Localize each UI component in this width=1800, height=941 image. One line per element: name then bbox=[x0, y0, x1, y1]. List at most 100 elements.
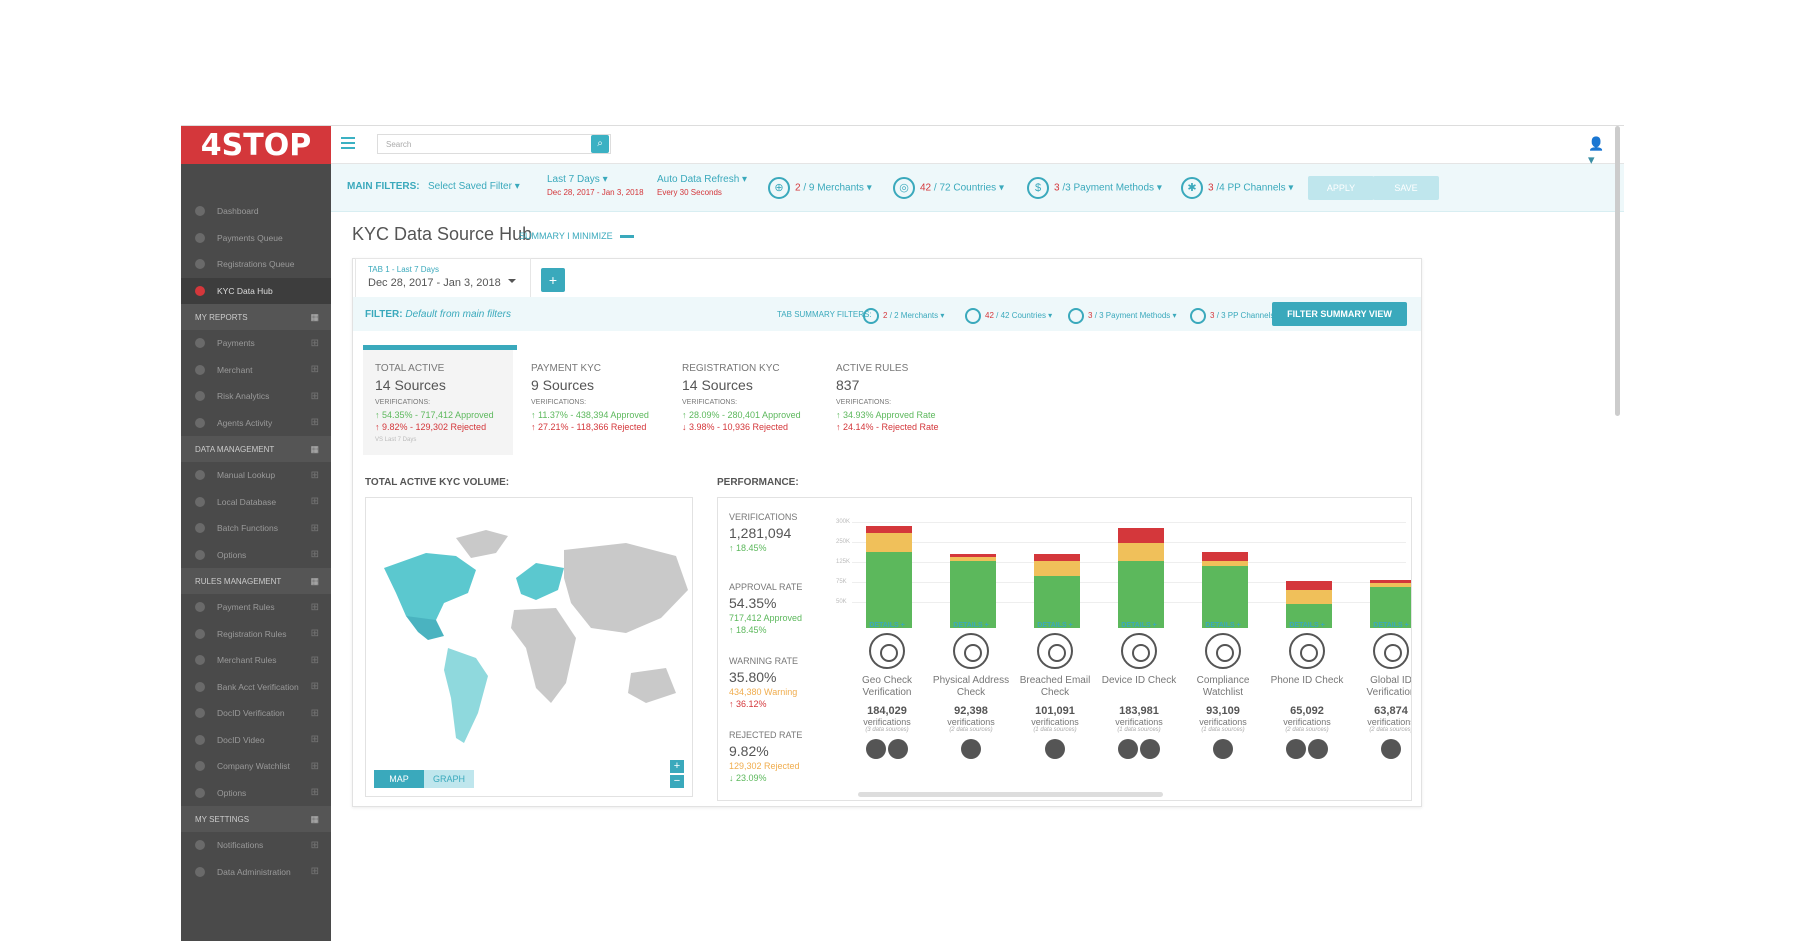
sidebar-item-3[interactable]: KYC Data Hub bbox=[181, 277, 331, 304]
sidebar-item-12[interactable]: Batch Functions ⊞ bbox=[181, 515, 331, 542]
sidebar-item-16[interactable]: Registration Rules ⊞ bbox=[181, 621, 331, 648]
countries-filter[interactable]: ◎ 42 / 72 Countries ▾ bbox=[893, 177, 1004, 199]
chevron-down-icon[interactable] bbox=[508, 279, 516, 287]
sidebar-item-17[interactable]: Merchant Rules ⊞ bbox=[181, 647, 331, 674]
expand-icon[interactable]: ⊞ bbox=[310, 734, 319, 746]
bar-segment[interactable] bbox=[1370, 579, 1411, 583]
expand-icon[interactable]: ⊞ bbox=[310, 628, 319, 640]
bar-segment[interactable] bbox=[1370, 582, 1411, 587]
tab-payment-filter[interactable]: 3 / 3 Payment Methods ▾ bbox=[1068, 308, 1177, 324]
bar-segment[interactable] bbox=[1202, 552, 1248, 561]
stat-card-0[interactable]: TOTAL ACTIVE 14 Sources VERIFICATIONS: ↑ 54… bbox=[363, 345, 517, 455]
data-source-icon[interactable] bbox=[961, 739, 981, 759]
stat-card-1[interactable]: PAYMENT KYC 9 Sources VERIFICATIONS: ↑ 11.3… bbox=[519, 345, 669, 455]
stat-card-3[interactable]: ACTIVE RULES 837 VERIFICATIONS: ↑ 34.93% Ap… bbox=[824, 345, 974, 455]
merchants-filter[interactable]: ⊕ 2 / 9 Merchants ▾ bbox=[768, 177, 872, 199]
bar-segment[interactable] bbox=[1118, 560, 1164, 628]
bar-segment[interactable] bbox=[1034, 561, 1080, 577]
saved-filter-select[interactable]: Select Saved Filter ▾ bbox=[428, 181, 520, 192]
expand-icon[interactable]: ⊞ bbox=[310, 681, 319, 693]
world-map[interactable] bbox=[366, 498, 692, 796]
auto-refresh-select[interactable]: Auto Data Refresh ▾ Every 30 Seconds bbox=[657, 174, 748, 197]
map-button[interactable]: MAP bbox=[374, 770, 424, 788]
user-avatar-icon[interactable]: 👤▾ bbox=[1588, 136, 1605, 167]
pp-channels-filter[interactable]: ✱ 3 /4 PP Channels ▾ bbox=[1181, 177, 1293, 199]
sidebar-item-25[interactable]: Data Administration ⊞ bbox=[181, 859, 331, 886]
bar-segment[interactable] bbox=[950, 553, 996, 558]
expand-icon[interactable]: ⊞ bbox=[310, 522, 319, 534]
graph-button[interactable]: GRAPH bbox=[424, 770, 474, 788]
details-link[interactable]: DETAILS + bbox=[1373, 622, 1409, 629]
bar-segment[interactable] bbox=[866, 526, 912, 534]
details-link[interactable]: DETAILS + bbox=[869, 622, 905, 629]
sidebar-item-22[interactable]: Options ⊞ bbox=[181, 780, 331, 807]
sidebar-item-21[interactable]: Company Watchlist ⊞ bbox=[181, 753, 331, 780]
tab-channels-filter[interactable]: 3 / 3 PP Channels ▾ bbox=[1190, 308, 1281, 324]
horizontal-scrollbar[interactable] bbox=[858, 792, 1163, 797]
bar-segment[interactable] bbox=[866, 552, 912, 628]
expand-icon[interactable]: ⊞ bbox=[310, 839, 319, 851]
sidebar-item-20[interactable]: DocID Video ⊞ bbox=[181, 727, 331, 754]
expand-icon[interactable]: ⊞ bbox=[310, 417, 319, 429]
expand-icon[interactable]: ⊞ bbox=[310, 549, 319, 561]
data-source-icon[interactable] bbox=[1286, 739, 1306, 759]
search-input[interactable]: Search bbox=[377, 134, 611, 154]
filter-summary-view-button[interactable]: FILTER SUMMARY VIEW bbox=[1272, 302, 1407, 326]
bar-segment[interactable] bbox=[950, 557, 996, 561]
expand-icon[interactable]: ⊞ bbox=[310, 654, 319, 666]
data-source-icon[interactable] bbox=[1118, 739, 1138, 759]
expand-icon[interactable]: ⊞ bbox=[310, 707, 319, 719]
bar-segment[interactable] bbox=[866, 533, 912, 553]
bar-segment[interactable] bbox=[1118, 528, 1164, 544]
summary-minimize-link[interactable]: SUMMARY I MINIMIZE bbox=[519, 231, 634, 241]
page-scrollbar[interactable] bbox=[1615, 126, 1620, 416]
bar-segment[interactable] bbox=[1286, 580, 1332, 591]
data-source-icon[interactable] bbox=[888, 739, 908, 759]
sidebar-item-8[interactable]: Agents Activity ⊞ bbox=[181, 410, 331, 437]
expand-icon[interactable]: ⊞ bbox=[310, 760, 319, 772]
stat-card-2[interactable]: REGISTRATION KYC 14 Sources VERIFICATIONS:… bbox=[670, 345, 820, 455]
bar-segment[interactable] bbox=[1370, 586, 1411, 628]
data-source-icon[interactable] bbox=[1381, 739, 1401, 759]
sidebar-item-10[interactable]: Manual Lookup ⊞ bbox=[181, 462, 331, 489]
data-source-icon[interactable] bbox=[1213, 739, 1233, 759]
sidebar-item-11[interactable]: Local Database ⊞ bbox=[181, 489, 331, 516]
sidebar-item-13[interactable]: Options ⊞ bbox=[181, 542, 331, 569]
payment-methods-filter[interactable]: $3 /3 Payment Methods ▾ bbox=[1027, 177, 1162, 199]
add-tab-button[interactable]: + bbox=[541, 268, 565, 292]
sidebar-item-19[interactable]: DocID Verification ⊞ bbox=[181, 700, 331, 727]
details-link[interactable]: DETAILS + bbox=[1037, 622, 1073, 629]
tab-countries-filter[interactable]: 42 / 42 Countries ▾ bbox=[965, 308, 1052, 324]
zoom-in-button[interactable]: + bbox=[670, 760, 684, 773]
hamburger-menu-icon[interactable] bbox=[341, 137, 355, 149]
expand-icon[interactable]: ⊞ bbox=[310, 390, 319, 402]
sidebar-item-2[interactable]: Registrations Queue bbox=[181, 251, 331, 278]
sidebar-item-15[interactable]: Payment Rules ⊞ bbox=[181, 594, 331, 621]
save-button[interactable]: SAVE bbox=[1373, 176, 1439, 200]
brand-logo[interactable]: 4STOP bbox=[181, 126, 331, 164]
sidebar-item-18[interactable]: Bank Acct Verification ⊞ bbox=[181, 674, 331, 701]
apply-button[interactable]: APPLY bbox=[1308, 176, 1374, 200]
expand-icon[interactable]: ⊞ bbox=[310, 787, 319, 799]
details-link[interactable]: DETAILS + bbox=[953, 622, 989, 629]
expand-icon[interactable]: ⊞ bbox=[310, 601, 319, 613]
bar-segment[interactable] bbox=[1034, 576, 1080, 628]
sidebar-item-0[interactable]: Dashboard bbox=[181, 198, 331, 225]
sidebar-item-7[interactable]: Risk Analytics ⊞ bbox=[181, 383, 331, 410]
bar-segment[interactable] bbox=[1034, 554, 1080, 562]
bar-segment[interactable] bbox=[1286, 590, 1332, 604]
expand-icon[interactable]: ⊞ bbox=[310, 496, 319, 508]
data-source-icon[interactable] bbox=[1140, 739, 1160, 759]
expand-icon[interactable]: ⊞ bbox=[310, 469, 319, 481]
bar-segment[interactable] bbox=[950, 560, 996, 628]
data-source-icon[interactable] bbox=[1045, 739, 1065, 759]
bar-segment[interactable] bbox=[1118, 543, 1164, 561]
tab-1[interactable]: TAB 1 - Last 7 Days Dec 28, 2017 - Jan 3… bbox=[355, 258, 531, 298]
date-range-select[interactable]: Last 7 Days ▾ Dec 28, 2017 - Jan 3, 2018 bbox=[547, 174, 644, 197]
expand-icon[interactable]: ⊞ bbox=[310, 866, 319, 878]
sidebar-item-6[interactable]: Merchant ⊞ bbox=[181, 357, 331, 384]
expand-icon[interactable]: ⊞ bbox=[310, 364, 319, 376]
tab-merchants-filter[interactable]: 2 / 2 Merchants ▾ bbox=[863, 308, 944, 324]
search-icon[interactable]: ⌕ bbox=[591, 135, 609, 153]
data-source-icon[interactable] bbox=[1308, 739, 1328, 759]
